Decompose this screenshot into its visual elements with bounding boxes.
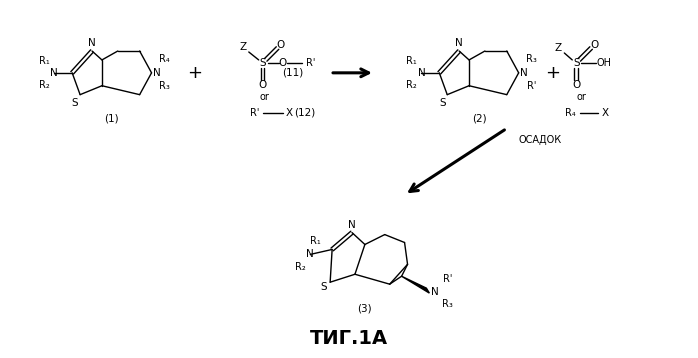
Text: (12): (12) [294, 107, 315, 117]
Text: R₄: R₄ [565, 107, 576, 117]
Text: X: X [286, 107, 293, 117]
Text: OH: OH [597, 58, 611, 68]
Text: R₁: R₁ [39, 56, 50, 66]
Text: +: + [545, 64, 560, 82]
Text: R₂: R₂ [39, 80, 50, 90]
Text: N: N [520, 68, 528, 78]
Text: N: N [88, 38, 96, 48]
Text: or: or [577, 92, 586, 102]
Text: S: S [439, 98, 445, 108]
Text: +: + [186, 64, 202, 82]
Text: (2): (2) [472, 113, 487, 124]
Text: R₃: R₃ [159, 81, 170, 91]
Text: R₄: R₄ [159, 54, 170, 64]
Text: ΤИГ.1А: ΤИГ.1А [310, 329, 388, 348]
Text: Z: Z [555, 43, 562, 53]
Text: R': R' [306, 58, 315, 68]
Text: R₁: R₁ [406, 56, 417, 66]
Text: S: S [573, 58, 579, 68]
Text: ОСАДОК: ОСАДОК [519, 135, 562, 145]
Text: N: N [50, 68, 58, 78]
Text: Z: Z [239, 42, 246, 52]
Text: O: O [276, 40, 285, 50]
Text: (3): (3) [357, 304, 372, 314]
Text: O: O [590, 40, 598, 50]
Polygon shape [401, 276, 429, 293]
Text: N: N [306, 250, 314, 260]
Text: or: or [260, 92, 269, 102]
Text: R₃: R₃ [526, 54, 537, 64]
Text: N: N [153, 68, 161, 78]
Text: N: N [417, 68, 425, 78]
Text: R₂: R₂ [295, 262, 306, 272]
Text: (1): (1) [105, 113, 119, 124]
Text: N: N [455, 38, 463, 48]
Text: R₂: R₂ [406, 80, 417, 90]
Text: (11): (11) [282, 68, 303, 78]
Text: S: S [260, 58, 266, 68]
Text: O: O [258, 80, 267, 90]
Text: R₁: R₁ [310, 236, 320, 246]
Text: S: S [320, 282, 327, 292]
Text: S: S [72, 98, 78, 108]
Text: R₃: R₃ [442, 299, 453, 309]
Text: N: N [348, 220, 356, 229]
Text: O: O [279, 58, 287, 68]
Text: R': R' [527, 81, 536, 91]
Text: N: N [431, 287, 439, 297]
Text: R': R' [443, 274, 452, 284]
Text: R': R' [250, 107, 260, 117]
Text: X: X [602, 107, 609, 117]
Text: O: O [572, 80, 580, 90]
